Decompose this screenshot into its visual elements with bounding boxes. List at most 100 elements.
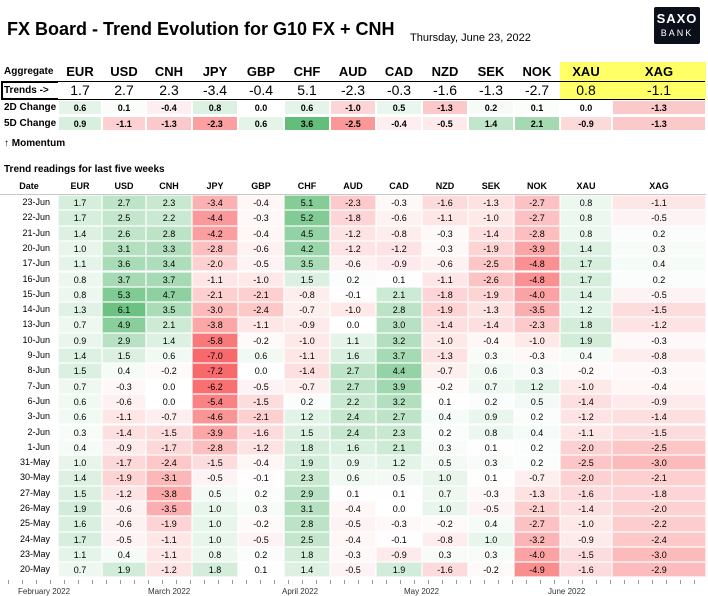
- reading-value: -0.2: [238, 516, 284, 532]
- reading-value: -0.4: [468, 332, 514, 348]
- reading-date: 6-Jun: [27, 395, 50, 406]
- reading-value: -3.4: [192, 195, 238, 211]
- change-5d-value: 1.4: [468, 116, 514, 131]
- reading-value: 3.5: [284, 256, 330, 272]
- axis-tick: [456, 580, 457, 584]
- axis-tick: [190, 580, 191, 584]
- reading-date: 3-Jun: [27, 411, 50, 422]
- reading-value: -7.2: [192, 363, 238, 379]
- reading-value: -1.2: [330, 225, 376, 241]
- reading-value: 0.2: [612, 271, 706, 287]
- reading-value: -2.4: [612, 531, 706, 547]
- reading-value: -1.0: [284, 332, 330, 348]
- reading-value: -0.6: [238, 240, 284, 257]
- reading-value: -0.5: [612, 286, 706, 303]
- reading-value: -3.2: [514, 531, 560, 547]
- reading-value: 2.3: [146, 195, 192, 211]
- readings-header-gbp: GBP: [251, 181, 271, 191]
- reading-value: -1.9: [146, 516, 192, 532]
- change-5d-value: 0.9: [58, 116, 102, 131]
- axis-tick: [666, 580, 667, 584]
- reading-value: -0.9: [612, 393, 706, 410]
- reading-date: 16-Jun: [22, 273, 50, 284]
- reading-value: -1.0: [468, 210, 514, 226]
- date-axis-label: April 2022: [282, 587, 319, 596]
- reading-value: -1.2: [560, 409, 612, 425]
- reading-value: -0.3: [468, 485, 514, 501]
- reading-value: 2.1: [376, 439, 422, 456]
- change-5d-value: -2.3: [192, 116, 238, 131]
- axis-tick: [498, 580, 499, 584]
- change-2d-value: 0.8: [192, 100, 238, 115]
- reading-value: 1.8: [284, 439, 330, 456]
- report-date: Thursday, June 23, 2022: [410, 32, 531, 44]
- reading-value: 0.0: [146, 393, 192, 410]
- reading-value: 1.6: [330, 439, 376, 456]
- change-5d-value: -2.5: [330, 116, 376, 131]
- reading-value: 4.2: [284, 240, 330, 257]
- reading-value: -4.9: [514, 562, 560, 578]
- reading-value: -4.8: [514, 271, 560, 287]
- reading-value: 0.2: [468, 393, 514, 410]
- reading-value: 0.3: [422, 546, 468, 563]
- reading-value: 2.7: [102, 195, 146, 211]
- reading-value: -3.0: [612, 455, 706, 471]
- reading-value: -1.3: [514, 485, 560, 501]
- change-5d-value: -1.3: [146, 116, 192, 131]
- axis-tick: [176, 580, 177, 584]
- change-2d-value: 0.0: [238, 100, 284, 115]
- reading-value: -1.6: [422, 562, 468, 578]
- reading-value: -0.4: [330, 501, 376, 517]
- axis-tick: [330, 580, 331, 584]
- reading-date: 8-Jun: [27, 365, 50, 376]
- reading-value: -1.1: [192, 271, 238, 287]
- reading-value: 1.9: [102, 562, 146, 578]
- reading-value: -0.5: [238, 378, 284, 394]
- currency-header-nok: NOK: [522, 64, 552, 79]
- reading-value: 0.5: [192, 485, 238, 501]
- reading-value: 4.4: [376, 363, 422, 379]
- readings-header-usd: USD: [114, 181, 134, 191]
- axis-tick: [232, 580, 233, 584]
- currency-header-cnh: CNH: [154, 64, 184, 79]
- change-5d-value: -0.9: [560, 116, 612, 131]
- reading-value: -0.5: [238, 531, 284, 547]
- reading-value: -0.9: [376, 256, 422, 272]
- reading-value: 1.6: [330, 348, 376, 364]
- reading-value: -0.3: [330, 546, 376, 563]
- logo-line-1: SAXO: [656, 11, 698, 26]
- reading-value: -0.6: [422, 256, 468, 272]
- saxo-bank-logo: SAXO BANK: [654, 7, 700, 44]
- reading-value: -0.8: [612, 348, 706, 364]
- reading-value: 0.3: [468, 348, 514, 364]
- reading-value: 2.4: [330, 424, 376, 440]
- reading-value: 0.4: [102, 363, 146, 379]
- reading-value: 1.7: [58, 195, 102, 211]
- reading-value: -2.0: [612, 501, 706, 517]
- readings-header-chf: CHF: [297, 181, 317, 191]
- reading-value: 1.7: [560, 271, 612, 287]
- reading-value: -1.8: [422, 286, 468, 303]
- reading-value: -2.1: [238, 409, 284, 425]
- reading-value: -1.5: [146, 424, 192, 440]
- reading-value: -0.3: [422, 225, 468, 241]
- reading-value: -1.5: [612, 302, 706, 318]
- axis-tick: [78, 580, 79, 584]
- change-2d-value: 0.1: [514, 100, 560, 115]
- reading-value: -2.3: [514, 317, 560, 333]
- page-title: FX Board - Trend Evolution for G10 FX + …: [7, 19, 395, 39]
- reading-value: 1.1: [58, 546, 102, 563]
- trends-label: Trends ->: [4, 85, 49, 96]
- reading-value: -0.7: [284, 302, 330, 318]
- reading-value: 1.1: [58, 256, 102, 272]
- axis-tick: [8, 580, 9, 584]
- trend-value: 2.7: [102, 82, 146, 99]
- reading-date: 17-Jun: [22, 258, 50, 269]
- reading-value: -0.3: [376, 516, 422, 532]
- readings-header-cad: CAD: [389, 181, 409, 191]
- reading-value: 3.4: [146, 256, 192, 272]
- reading-value: -4.2: [192, 225, 238, 241]
- reading-value: 2.3: [284, 470, 330, 486]
- reading-value: -0.6: [330, 256, 376, 272]
